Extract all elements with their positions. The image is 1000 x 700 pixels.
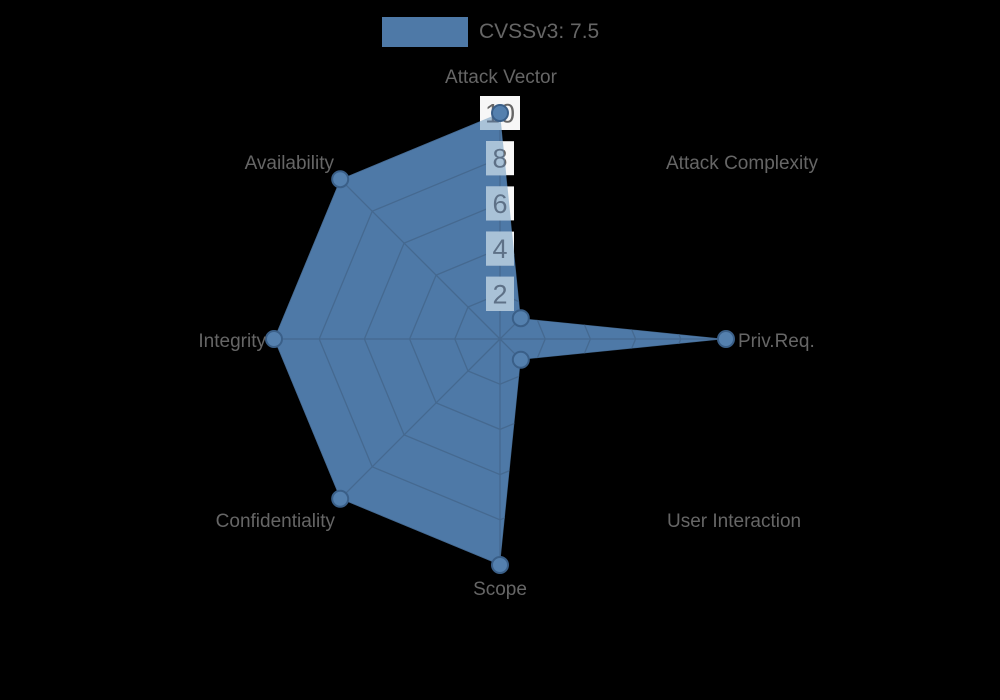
data-point-marker (331, 170, 350, 189)
data-point-marker (331, 489, 350, 508)
axis-label-6: Integrity (198, 331, 266, 352)
data-point-marker (491, 104, 509, 122)
grid-spoke (339, 178, 501, 340)
legend-label: CVSSv3: 7.5 (479, 20, 600, 43)
legend-swatch (382, 17, 468, 47)
axis-label-1: Attack Complexity (666, 153, 819, 174)
chart-legend: CVSSv3: 7.5 (382, 17, 599, 47)
axis-label-3: User Interaction (667, 511, 801, 532)
tick-label: 8 (492, 144, 507, 174)
tick-label: 6 (492, 189, 507, 219)
axis-label-7: Availability (245, 153, 335, 174)
axis-label-0: Attack Vector (445, 67, 558, 88)
axis-labels: Attack Vector Attack Complexity Priv.Req. U… (198, 67, 818, 600)
axis-label-5: Confidentiality (216, 511, 336, 532)
data-point-marker (265, 330, 283, 348)
tick-label: 4 (492, 234, 507, 264)
tick-label: 2 (492, 279, 507, 309)
data-point-marker (511, 309, 530, 328)
tick-backdrop (486, 231, 514, 266)
axis-label-4: Scope (473, 579, 527, 600)
data-point-marker (717, 330, 735, 348)
data-point-marker (491, 556, 509, 574)
data-point-marker (511, 350, 530, 369)
axis-label-2: Priv.Req. (738, 331, 815, 352)
radar-markers (265, 104, 735, 574)
tick-backdrop (486, 276, 514, 311)
grid-spoke (339, 338, 501, 500)
